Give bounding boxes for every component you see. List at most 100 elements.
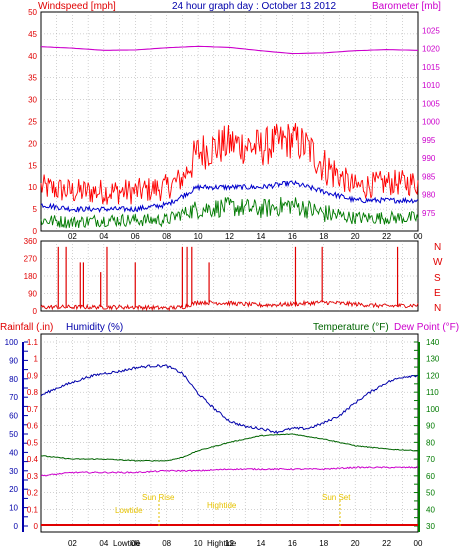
baro-ytick-label: 1015 [422, 63, 440, 72]
dir-ytick-label: 270 [24, 255, 38, 264]
temp-ytick-label: 40 [426, 505, 435, 514]
humidity-label: Humidity (%) [66, 322, 123, 333]
wind-ytick-label: 5 [33, 205, 38, 214]
climate-xtick-label: 16 [288, 539, 297, 548]
rain-axis-bar [22, 342, 24, 532]
wind-xtick-label: 12 [225, 232, 234, 241]
wind-xtick-label: 06 [131, 232, 140, 241]
direction-panel-frame [40, 240, 419, 312]
wind-avg-line [40, 180, 419, 214]
wind-xtick-label: 04 [99, 232, 108, 241]
rain-ytick-label: 0.6 [27, 422, 39, 431]
rain-ytick-label: 0.9 [27, 371, 39, 380]
wind-gust-line [40, 122, 419, 205]
wind-xtick-label: 16 [288, 232, 297, 241]
wind-xtick-label: 00 [414, 232, 423, 241]
compass-s: S [434, 273, 441, 284]
temp-ytick-label: 140 [426, 338, 440, 347]
rain-ytick-label: 1 [34, 355, 39, 364]
temp-ytick-label: 60 [426, 472, 435, 481]
dir-ytick-label: 180 [24, 272, 38, 281]
humidity-ytick-label: 90 [9, 356, 18, 365]
rain-ytick-label: 0.5 [27, 438, 39, 447]
wind-xtick-label: 10 [194, 232, 203, 241]
humidity-ytick-label: 50 [9, 430, 18, 439]
climate-xtick-label: 02 [68, 539, 77, 548]
axis-labels: 0510152025303540455097598098599099510001… [5, 8, 441, 548]
dewpoint-line [40, 466, 419, 477]
rain-ytick-label: 0.8 [27, 388, 39, 397]
wind-ytick-label: 25 [28, 118, 37, 127]
baro-ytick-label: 975 [422, 209, 436, 218]
climate-xtick-label: 14 [256, 539, 265, 548]
temp-ytick-label: 100 [426, 405, 440, 414]
climate-xtick-label: 04 [99, 539, 108, 548]
humidity-ytick-label: 60 [9, 412, 18, 421]
humidity-ytick-label: 40 [9, 448, 18, 457]
temp-ytick-label: 50 [426, 489, 435, 498]
wind-ytick-label: 10 [28, 183, 37, 192]
baro-ytick-label: 985 [422, 172, 436, 181]
tide-markers: Lowtide Sun Rise Hightide Sun Set Lowtid… [113, 493, 351, 548]
wind-ytick-label: 50 [28, 8, 37, 17]
humidity-ytick-label: 80 [9, 375, 18, 384]
lowtide-label-2: Lowtide [113, 539, 141, 548]
compass-e: E [434, 288, 441, 299]
wind-xtick-label: 02 [68, 232, 77, 241]
rain-ytick-label: 1.1 [27, 338, 39, 347]
temperature-label: Temperature (°F) [313, 322, 389, 333]
grid-lines [24, 12, 418, 527]
compass-w: W [433, 257, 443, 268]
wind-ytick-label: 45 [28, 30, 37, 39]
climate-xtick-label: 18 [319, 539, 328, 548]
wind-ytick-label: 40 [28, 52, 37, 61]
rain-ytick-label: 0.3 [27, 472, 39, 481]
dewpoint-label: Dew Point (°F) [394, 322, 459, 333]
temp-ytick-label: 80 [426, 438, 435, 447]
temp-ytick-label: 90 [426, 422, 435, 431]
wind-ytick-label: 15 [28, 161, 37, 170]
climate-xtick-label: 06 [131, 539, 140, 548]
wind-xtick-label: 14 [256, 232, 265, 241]
climate-xtick-label: 10 [194, 539, 203, 548]
humidity-ytick-label: 0 [14, 522, 19, 531]
compass-n-top: N [434, 242, 441, 253]
dir-ytick-label: 90 [28, 290, 37, 299]
climate-xtick-label: 08 [162, 539, 171, 548]
compass-labels: N W S E N [433, 242, 443, 314]
temp-ytick-label: 110 [426, 388, 439, 397]
temp-ytick-label: 70 [426, 455, 435, 464]
wind-xtick-label: 18 [319, 232, 328, 241]
rainfall-label: Rainfall (.in) [0, 322, 53, 333]
wind-ytick-label: 30 [28, 96, 37, 105]
barometer-line [40, 45, 418, 55]
compass-n-bottom: N [434, 303, 441, 314]
page-title: 24 hour graph day : October 13 2012 [172, 1, 336, 12]
wind-xtick-label: 20 [351, 232, 360, 241]
temp-ytick-label: 30 [426, 522, 435, 531]
wind-low-line [40, 196, 419, 229]
baro-ytick-label: 1020 [422, 45, 440, 54]
humidity-ytick-label: 10 [9, 504, 18, 513]
temperature-line [40, 433, 419, 462]
temp-ytick-label: 130 [426, 355, 440, 364]
baro-ytick-label: 1025 [422, 26, 440, 35]
wind-ytick-label: 0 [33, 227, 38, 236]
data-series [40, 45, 419, 477]
humidity-ytick-label: 30 [9, 467, 18, 476]
humidity-ytick-label: 20 [9, 485, 18, 494]
climate-xtick-label: 00 [414, 539, 423, 548]
rain-ytick-label: 0.2 [27, 489, 39, 498]
baro-ytick-label: 1010 [422, 81, 440, 90]
sunrise-label: Sun Rise [142, 493, 175, 502]
baro-ytick-label: 990 [422, 154, 436, 163]
wind-ytick-label: 20 [28, 139, 37, 148]
dir-ytick-label: 0 [33, 307, 38, 316]
lowtide-label-1: Lowtide [115, 506, 143, 515]
rain-baseline [41, 524, 418, 526]
temp-ytick-label: 120 [426, 371, 440, 380]
windspeed-label: Windspeed [mph] [38, 1, 116, 12]
wind-ytick-label: 35 [28, 74, 37, 83]
hightide-label-1: Hightide [207, 501, 237, 510]
